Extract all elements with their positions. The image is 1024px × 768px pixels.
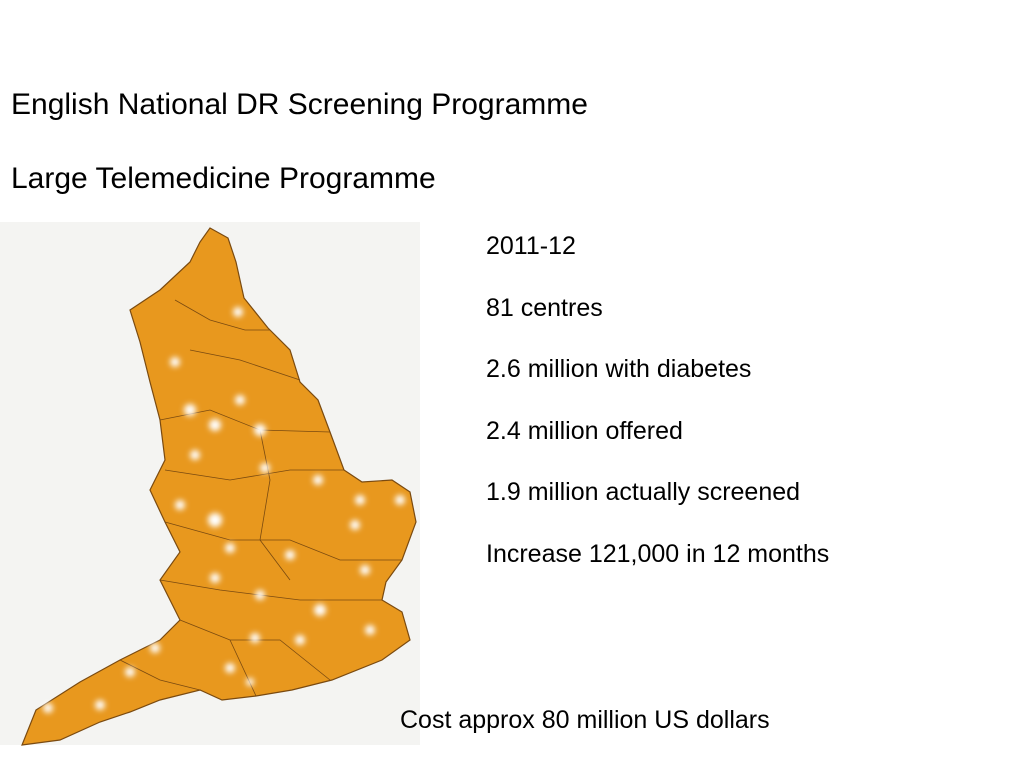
- stat-line: Increase 121,000 in 12 months: [486, 539, 830, 568]
- centre-dots: [43, 307, 405, 713]
- stat-line: 2011-12: [486, 232, 576, 260]
- slide-title: English National DR Screening Programme: [11, 88, 588, 121]
- footer-text: Cost approx 80 million US dollars: [400, 706, 770, 734]
- slide-subtitle: Large Telemedicine Programme: [11, 162, 436, 195]
- stat-line: 81 centres: [486, 293, 603, 322]
- stat-line: 2.6 million with diabetes: [486, 355, 752, 383]
- stat-line: 2.4 million offered: [486, 416, 683, 445]
- stat-line: 1.9 million actually screened: [486, 478, 801, 506]
